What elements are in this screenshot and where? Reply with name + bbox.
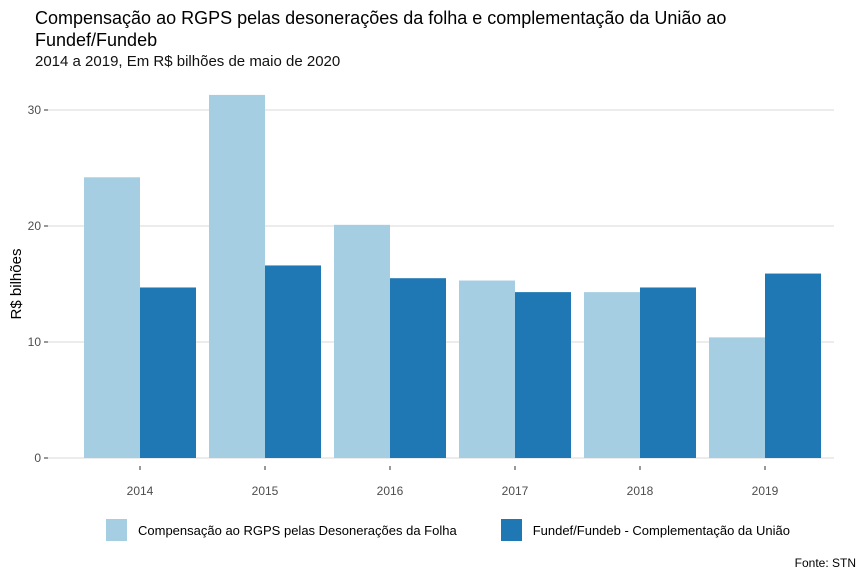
- legend-item-series1: Compensação ao RGPS pelas Desonerações d…: [106, 519, 457, 541]
- bar-2015-series1: [209, 94, 265, 459]
- bar-2016-series1: [334, 224, 390, 458]
- x-axis: 2014 2015 2016 2017 2018 2019: [127, 466, 779, 498]
- bar-2019-series1: [709, 337, 765, 458]
- legend-swatch-series1: [106, 519, 127, 541]
- x-tick-label: 2018: [627, 484, 654, 498]
- bar-2015-series2: [265, 265, 321, 458]
- x-tick-label: 2015: [252, 484, 279, 498]
- bar-2016-series2: [390, 278, 446, 458]
- y-axis: 0 10 20 30: [28, 103, 48, 465]
- chart-subtitle: 2014 a 2019, Em R$ bilhões de maio de 20…: [35, 53, 341, 70]
- bars: [84, 94, 821, 459]
- y-tick-label: 30: [28, 103, 42, 117]
- bar-2017-series1: [459, 280, 515, 458]
- x-tick-label: 2017: [502, 484, 529, 498]
- bar-2019-series2: [765, 273, 821, 458]
- chart-title: Compensação ao RGPS pelas desonerações d…: [35, 8, 727, 50]
- legend-label-series2: Fundef/Fundeb - Complementação da União: [532, 522, 790, 538]
- x-tick-label: 2019: [752, 484, 779, 498]
- bar-2018-series2: [640, 287, 696, 458]
- bar-2018-series1: [584, 292, 640, 458]
- source-note: Fonte: STN: [794, 556, 856, 570]
- bar-2014-series2: [140, 287, 196, 458]
- bar-2017-series2: [515, 292, 571, 458]
- legend-label-series1: Compensação ao RGPS pelas Desonerações d…: [138, 522, 457, 538]
- x-tick-label: 2016: [377, 484, 404, 498]
- bar-2014-series1: [84, 177, 140, 458]
- legend-item-series2: Fundef/Fundeb - Complementação da União: [500, 519, 790, 541]
- x-tick-label: 2014: [127, 484, 154, 498]
- legend: Compensação ao RGPS pelas Desonerações d…: [106, 519, 834, 541]
- y-axis-title: R$ bilhões: [8, 249, 25, 320]
- y-tick-label: 0: [34, 451, 41, 465]
- legend-swatch-series2: [500, 519, 522, 541]
- y-tick-label: 20: [28, 219, 42, 233]
- y-tick-label: 10: [28, 335, 42, 349]
